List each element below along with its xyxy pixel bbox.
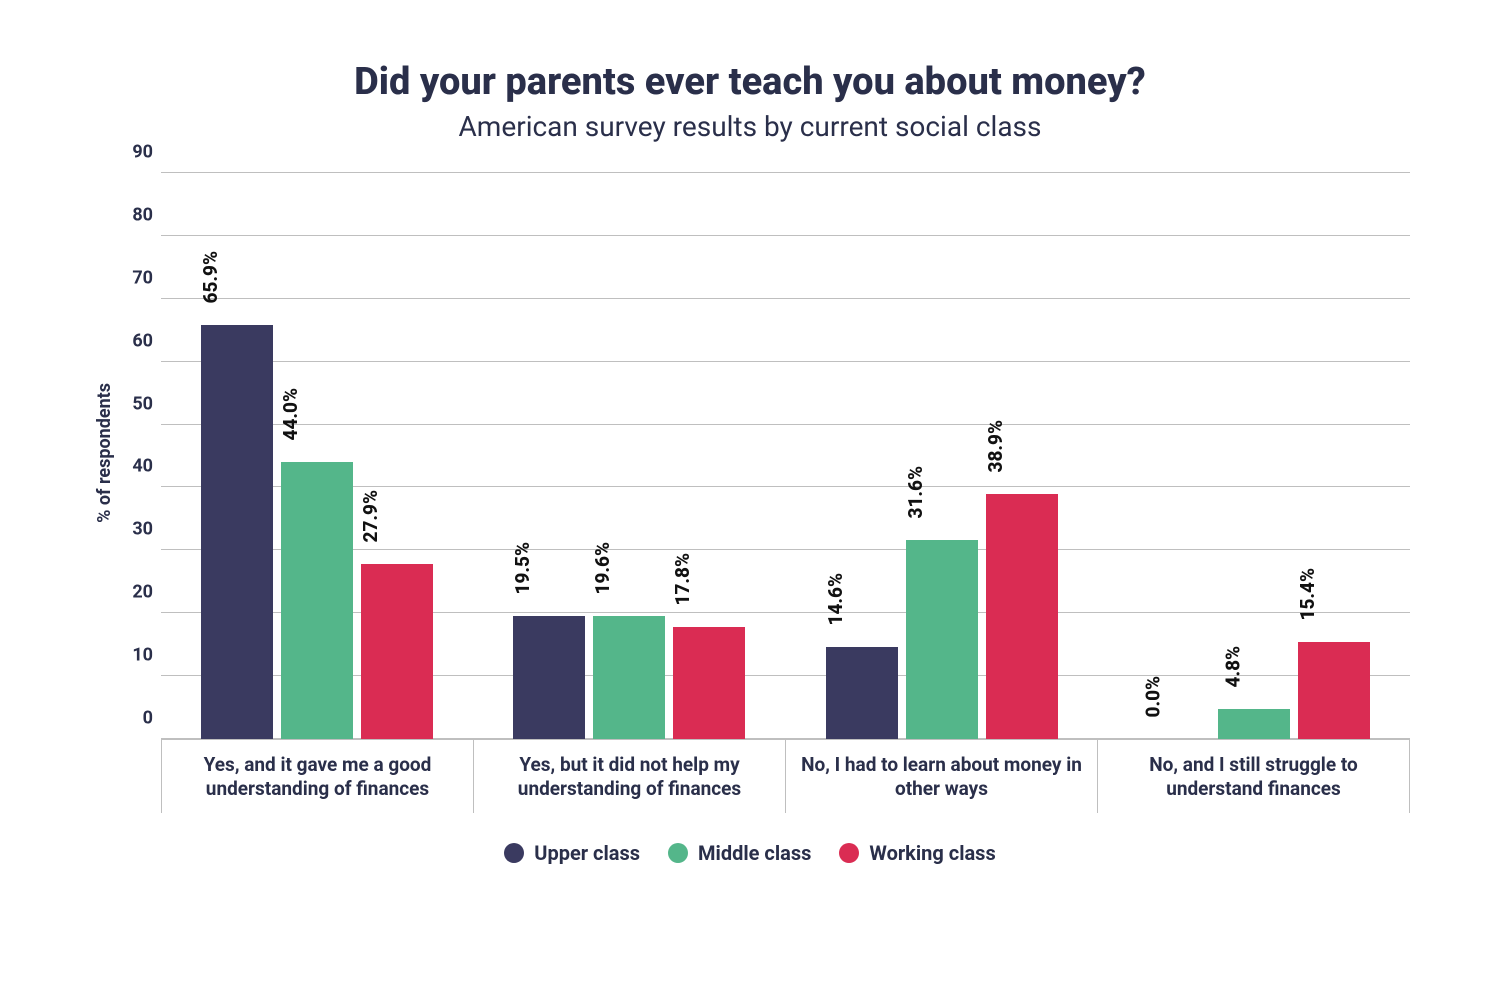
bar-value-label: 65.9% <box>199 250 222 303</box>
page: Did your parents ever teach you about mo… <box>0 0 1500 1003</box>
y-tick-label: 40 <box>132 456 153 477</box>
bar-wrap: 15.4% <box>1298 173 1370 739</box>
bar <box>906 540 978 739</box>
legend-label: Working class <box>869 841 995 865</box>
bar-value-label: 38.9% <box>984 420 1007 473</box>
bar <box>593 616 665 739</box>
x-category-label: Yes, but it did not help my understandin… <box>474 740 786 813</box>
y-tick-label: 30 <box>132 519 153 540</box>
legend-label: Upper class <box>534 841 640 865</box>
bar-wrap: 4.8% <box>1218 173 1290 739</box>
y-tick-label: 80 <box>132 204 153 225</box>
bar-wrap: 44.0% <box>281 173 353 739</box>
bar-wrap: 65.9% <box>201 173 273 739</box>
x-axis: Yes, and it gave me a good understanding… <box>161 739 1410 813</box>
x-category-label: Yes, and it gave me a good understanding… <box>161 740 474 813</box>
bar-value-label: 17.8% <box>672 553 695 606</box>
chart-area: % of respondents 0102030405060708090 65.… <box>90 173 1410 813</box>
bar-value-label: 31.6% <box>904 466 927 519</box>
bar <box>826 647 898 739</box>
bar-value-label: 27.9% <box>359 489 382 542</box>
bar <box>201 325 273 739</box>
bar <box>986 494 1058 739</box>
legend-swatch <box>668 843 688 863</box>
bar-group: 0.0% 4.8% 15.4% <box>1098 173 1410 739</box>
bar-value-label: 19.5% <box>512 542 535 595</box>
y-tick-column: 0102030405060708090 <box>115 173 161 813</box>
bar-group: 14.6% 31.6% 38.9% <box>786 173 1098 739</box>
legend-swatch <box>839 843 859 863</box>
bar <box>1218 709 1290 739</box>
y-tick-label: 70 <box>132 267 153 288</box>
chart-subtitle: American survey results by current socia… <box>90 110 1410 143</box>
bar-value-label: 0.0% <box>1142 676 1165 718</box>
bar-wrap: 0.0% <box>1138 173 1210 739</box>
bar-wrap: 31.6% <box>906 173 978 739</box>
bar-value-label: 44.0% <box>279 388 302 441</box>
bar-wrap: 27.9% <box>361 173 433 739</box>
bar <box>281 462 353 739</box>
legend-swatch <box>504 843 524 863</box>
bar-value-label: 4.8% <box>1222 646 1245 688</box>
bar-wrap: 19.6% <box>593 173 665 739</box>
y-tick-label: 50 <box>132 393 153 414</box>
chart-title: Did your parents ever teach you about mo… <box>90 60 1410 104</box>
x-category-label: No, I had to learn about money in other … <box>786 740 1098 813</box>
bar-value-label: 14.6% <box>824 573 847 626</box>
bar <box>513 616 585 739</box>
y-axis-label: % of respondents <box>90 383 115 523</box>
bar-group: 19.5% 19.6% 17.8% <box>473 173 785 739</box>
x-category-label: No, and I still struggle to understand f… <box>1098 740 1410 813</box>
y-tick-label: 60 <box>132 330 153 351</box>
bar-wrap: 17.8% <box>673 173 745 739</box>
bar-wrap: 19.5% <box>513 173 585 739</box>
bar-groups-row: 65.9% 44.0% 27.9% 19.5% 19.6% 17.8% 14.6% 31.6%… <box>161 173 1410 739</box>
legend: Upper class Middle class Working class <box>90 841 1410 865</box>
y-tick-label: 0 <box>143 708 153 729</box>
y-tick-label: 20 <box>132 582 153 603</box>
legend-item: Upper class <box>504 841 640 865</box>
bar <box>1298 642 1370 739</box>
bar-value-label: 15.4% <box>1296 568 1319 621</box>
bar-wrap: 14.6% <box>826 173 898 739</box>
bar-value-label: 19.6% <box>592 542 615 595</box>
bar-group: 65.9% 44.0% 27.9% <box>161 173 473 739</box>
bar-wrap: 38.9% <box>986 173 1058 739</box>
legend-item: Middle class <box>668 841 811 865</box>
legend-item: Working class <box>839 841 995 865</box>
y-tick-label: 10 <box>132 645 153 666</box>
legend-label: Middle class <box>698 841 811 865</box>
bar <box>673 627 745 739</box>
bar <box>361 564 433 739</box>
plot-region: 65.9% 44.0% 27.9% 19.5% 19.6% 17.8% 14.6% 31.6%… <box>161 173 1410 813</box>
y-tick-label: 90 <box>132 142 153 163</box>
